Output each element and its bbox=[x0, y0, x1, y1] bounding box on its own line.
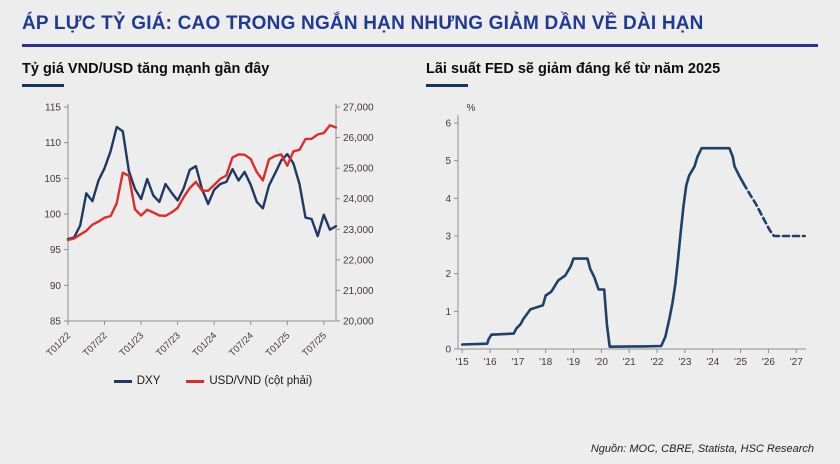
svg-text:'25: '25 bbox=[734, 357, 747, 368]
svg-text:'24: '24 bbox=[706, 357, 719, 368]
svg-text:2: 2 bbox=[445, 269, 451, 280]
svg-text:'26: '26 bbox=[762, 357, 775, 368]
source-note: Nguồn: MOC, CBRE, Statista, HSC Research bbox=[590, 443, 814, 455]
svg-text:T07/22: T07/22 bbox=[81, 330, 110, 359]
left-chart-title: Tỷ giá VND/USD tăng mạnh gần đây bbox=[22, 61, 270, 77]
svg-text:'19: '19 bbox=[567, 357, 580, 368]
svg-text:6: 6 bbox=[445, 119, 451, 130]
svg-text:3: 3 bbox=[445, 232, 451, 243]
slide-header: ÁP LỰC TỶ GIÁ: CAO TRONG NGẮN HẠN NHƯNG … bbox=[0, 0, 840, 47]
title-underline bbox=[22, 44, 818, 47]
svg-text:0: 0 bbox=[445, 345, 451, 356]
svg-text:'15: '15 bbox=[456, 357, 469, 368]
chart-legend: DXY USD/VND (cột phải) bbox=[22, 375, 404, 387]
svg-text:90: 90 bbox=[50, 281, 62, 292]
svg-text:105: 105 bbox=[44, 174, 61, 185]
svg-text:26,000: 26,000 bbox=[343, 133, 374, 144]
svg-text:21,000: 21,000 bbox=[343, 286, 374, 297]
svg-text:85: 85 bbox=[50, 317, 62, 328]
svg-text:5: 5 bbox=[445, 156, 451, 167]
svg-text:'23: '23 bbox=[678, 357, 691, 368]
svg-text:'16: '16 bbox=[483, 357, 496, 368]
svg-text:'18: '18 bbox=[539, 357, 552, 368]
svg-text:100: 100 bbox=[44, 210, 61, 221]
left-chart-title-bar bbox=[22, 84, 64, 87]
svg-text:T07/25: T07/25 bbox=[300, 330, 329, 359]
dxy-line-swatch bbox=[113, 379, 132, 383]
svg-text:'17: '17 bbox=[511, 357, 524, 368]
right-chart-title: Lãi suất FED sẽ giảm đáng kể từ năm 2025 bbox=[426, 61, 721, 77]
usdvnd-line-swatch bbox=[186, 379, 205, 383]
legend-item-usdvnd: USD/VND (cột phải) bbox=[186, 375, 312, 387]
svg-text:1: 1 bbox=[445, 307, 451, 318]
svg-text:T01/24: T01/24 bbox=[191, 330, 220, 359]
svg-text:25,000: 25,000 bbox=[343, 164, 374, 175]
svg-text:4: 4 bbox=[445, 194, 451, 205]
svg-text:27,000: 27,000 bbox=[343, 103, 374, 114]
legend-label-dxy: DXY bbox=[136, 375, 161, 387]
svg-text:23,000: 23,000 bbox=[343, 225, 374, 236]
svg-text:T01/23: T01/23 bbox=[118, 330, 147, 359]
svg-text:'22: '22 bbox=[651, 357, 664, 368]
svg-text:'21: '21 bbox=[623, 357, 636, 368]
vnd-usd-chart: 85 90 95 100 105 110 115 20,000 21,000 22,000 23,0… bbox=[44, 103, 374, 360]
svg-text:T07/24: T07/24 bbox=[227, 330, 256, 359]
charts-row: Tỷ giá VND/USD tăng mạnh gần đây 85 90 95 1… bbox=[0, 47, 840, 387]
svg-text:115: 115 bbox=[45, 103, 61, 114]
svg-text:20,000: 20,000 bbox=[343, 317, 374, 328]
svg-text:'20: '20 bbox=[595, 357, 608, 368]
svg-text:110: 110 bbox=[45, 138, 61, 149]
svg-text:%: % bbox=[467, 103, 476, 114]
right-chart-panel: Lãi suất FED sẽ giảm đáng kể từ năm 2025… bbox=[426, 61, 818, 387]
fed-rate-chart: 0 1 2 3 4 5 6% '15 '16 '17 '18 '19 '20 '21 '22 '23 '24 '2… bbox=[445, 103, 806, 368]
legend-label-usdvnd: USD/VND (cột phải) bbox=[209, 375, 313, 387]
svg-text:T01/22: T01/22 bbox=[44, 330, 73, 359]
svg-text:T07/23: T07/23 bbox=[154, 330, 183, 359]
svg-text:24,000: 24,000 bbox=[343, 194, 374, 205]
svg-text:22,000: 22,000 bbox=[343, 255, 374, 266]
svg-text:'27: '27 bbox=[790, 357, 803, 368]
slide-title: ÁP LỰC TỶ GIÁ: CAO TRONG NGẮN HẠN NHƯNG … bbox=[22, 13, 704, 34]
svg-text:T01/25: T01/25 bbox=[264, 330, 293, 359]
right-chart-title-bar bbox=[426, 84, 468, 87]
svg-text:95: 95 bbox=[50, 245, 62, 256]
legend-item-dxy: DXY bbox=[113, 375, 161, 387]
left-chart-panel: Tỷ giá VND/USD tăng mạnh gần đây 85 90 95 1… bbox=[22, 61, 404, 387]
